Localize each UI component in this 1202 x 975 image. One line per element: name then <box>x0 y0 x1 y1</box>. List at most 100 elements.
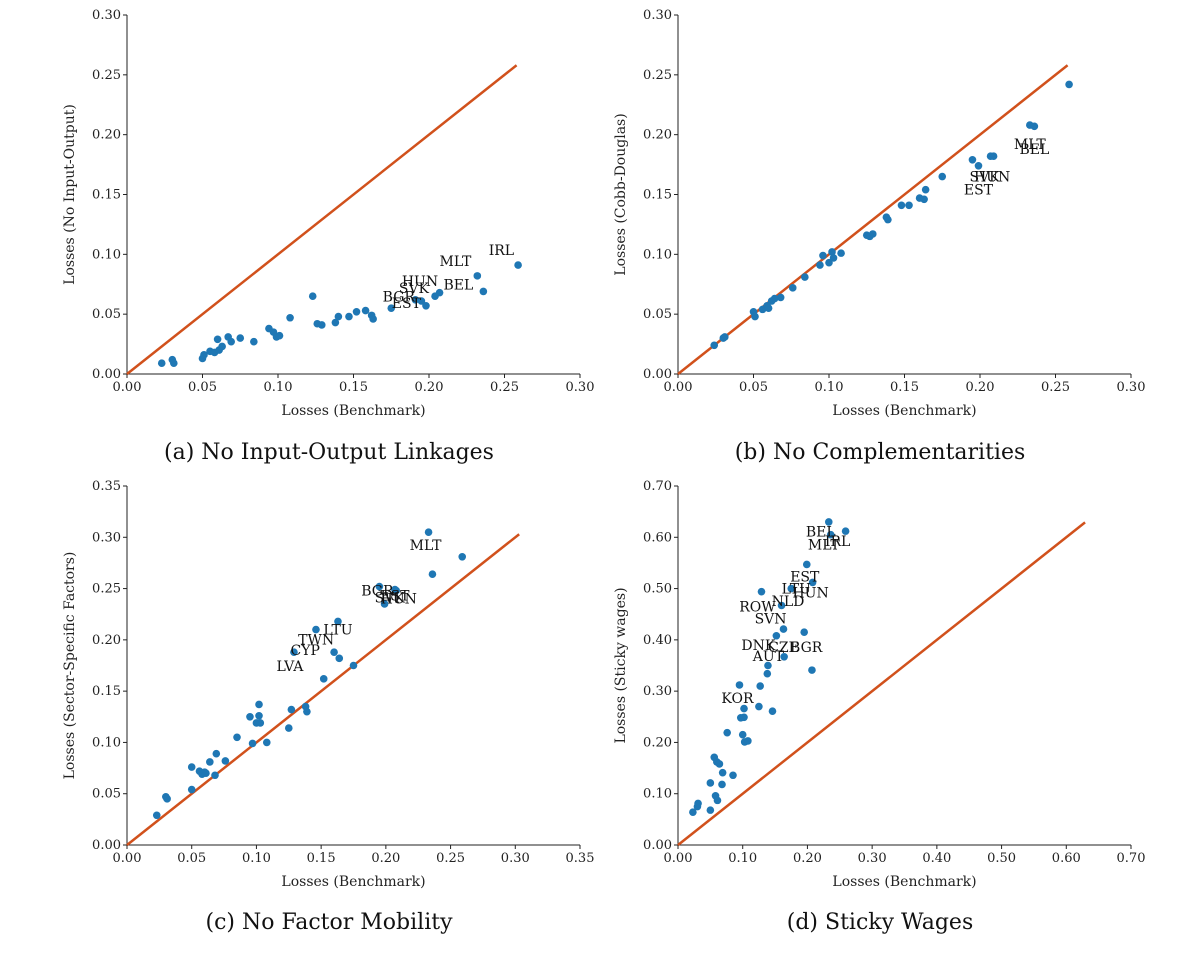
point-label: SVK <box>375 591 406 607</box>
data-point <box>1065 80 1073 89</box>
x-tick-label: 0.00 <box>113 851 142 866</box>
y-tick-label: 0.25 <box>92 582 121 597</box>
data-point <box>422 301 430 310</box>
data-point <box>772 631 781 640</box>
data-point <box>788 284 797 292</box>
data-point <box>921 185 930 194</box>
data-point <box>227 337 235 346</box>
data-point <box>157 359 166 368</box>
data-point <box>213 335 222 344</box>
y-tick-label: 0.15 <box>643 188 672 203</box>
data-point <box>868 230 877 238</box>
data-point <box>163 795 171 803</box>
x-axis-title: Losses (Benchmark) <box>281 874 425 890</box>
point-label: IRL <box>825 534 850 550</box>
y-tick-label: 0.60 <box>643 530 672 545</box>
data-point <box>706 779 715 787</box>
data-point <box>706 806 715 814</box>
data-point <box>303 707 311 716</box>
data-point <box>221 757 230 765</box>
data-point <box>334 312 343 321</box>
x-tick-label: 0.20 <box>966 380 995 395</box>
data-point <box>187 763 196 771</box>
x-tick-label: 0.30 <box>566 380 595 395</box>
data-point <box>884 215 892 224</box>
data-point <box>938 172 947 181</box>
data-point <box>1030 122 1039 131</box>
data-point <box>514 261 522 269</box>
data-point <box>361 306 370 315</box>
data-point <box>152 811 161 820</box>
data-point <box>764 661 772 670</box>
data-point <box>715 760 724 768</box>
y-tick-label: 0.50 <box>643 582 672 597</box>
x-tick-label: 0.10 <box>815 380 844 395</box>
y-tick-label: 0.20 <box>643 735 672 750</box>
data-point <box>816 261 824 269</box>
point-label: HUN <box>381 592 417 608</box>
y-tick-label: 0.20 <box>643 128 672 143</box>
data-point <box>380 600 389 608</box>
point-label: NLD <box>772 594 805 610</box>
y-tick-label: 0.05 <box>92 307 121 322</box>
chart-panel-b: 0.00 0.05 0.10 0.15 0.20 0.25 0.30 0.00 0.05 0.10… <box>613 8 1145 419</box>
point-label: BEL <box>806 525 836 541</box>
x-tick-label: 0.60 <box>1052 851 1081 866</box>
point-label: MLT <box>1014 137 1046 153</box>
y-tick-label: 0.05 <box>92 787 121 802</box>
y-tick-label: 0.05 <box>643 307 672 322</box>
point-label: EST <box>380 589 410 605</box>
point-label: HUN <box>974 169 1010 185</box>
point-label: MLT <box>410 538 442 554</box>
point-label: LTU <box>323 622 352 638</box>
data-point <box>808 666 816 674</box>
data-point <box>744 737 752 745</box>
data-point <box>718 768 727 777</box>
point-label: MLT <box>439 254 471 270</box>
data-point <box>710 341 719 350</box>
data-point <box>275 331 284 340</box>
data-point <box>319 675 328 683</box>
data-point <box>974 161 983 170</box>
point-label: EST <box>790 569 820 585</box>
point-label: CYP <box>291 643 320 659</box>
data-point <box>729 771 737 780</box>
point-label: BGR <box>790 640 823 656</box>
data-point <box>334 617 342 626</box>
point-label: EST <box>392 296 422 312</box>
data-point <box>713 796 722 805</box>
point-label: CZE <box>768 640 799 656</box>
data-point <box>819 251 827 260</box>
x-tick-label: 0.30 <box>501 851 530 866</box>
data-point <box>802 560 811 569</box>
y-tick-label: 0.00 <box>92 367 121 382</box>
data-point <box>826 530 835 539</box>
data-point <box>825 258 833 267</box>
y-tick-label: 0.15 <box>92 684 121 699</box>
x-axis-title: Losses (Benchmark) <box>281 403 425 419</box>
point-label: HUN <box>402 274 438 290</box>
x-tick-label: 0.50 <box>987 851 1016 866</box>
x-tick-label: 0.05 <box>188 380 217 395</box>
data-point <box>770 294 779 303</box>
y-tick-label: 0.20 <box>92 633 121 648</box>
y-axis-title: Losses (Cobb-Douglas) <box>613 113 629 275</box>
data-point <box>435 288 444 297</box>
data-point <box>723 728 731 737</box>
data-point <box>428 570 437 579</box>
data-point <box>317 321 326 329</box>
x-tick-label: 0.40 <box>922 851 951 866</box>
point-label: BGR <box>383 289 416 305</box>
x-tick-label: 0.10 <box>264 380 293 395</box>
caption-c: (c) No Factor Mobility <box>205 910 453 935</box>
chart-panel-a: 0.00 0.05 0.10 0.15 0.20 0.25 0.30 0.00 0.05 0.10… <box>62 8 594 419</box>
data-point <box>824 518 833 526</box>
data-point <box>458 552 467 561</box>
data-point <box>255 700 263 709</box>
data-point <box>721 333 729 341</box>
y-axis-title: Losses (Sector-Specific Factors) <box>62 552 78 780</box>
x-tick-label: 0.05 <box>177 851 206 866</box>
data-point <box>479 287 488 296</box>
data-point <box>787 584 796 593</box>
point-label: SVN <box>755 611 787 627</box>
